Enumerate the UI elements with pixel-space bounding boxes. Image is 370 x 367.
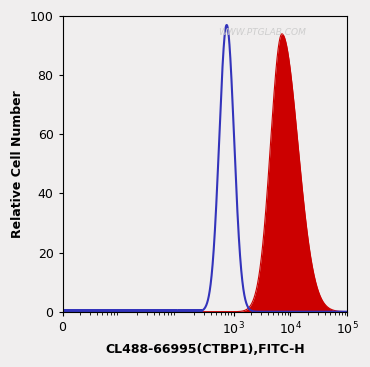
Text: WWW.PTGLAB.COM: WWW.PTGLAB.COM: [218, 28, 306, 37]
Y-axis label: Relative Cell Number: Relative Cell Number: [11, 90, 24, 238]
X-axis label: CL488-66995(CTBP1),FITC-H: CL488-66995(CTBP1),FITC-H: [105, 343, 305, 356]
